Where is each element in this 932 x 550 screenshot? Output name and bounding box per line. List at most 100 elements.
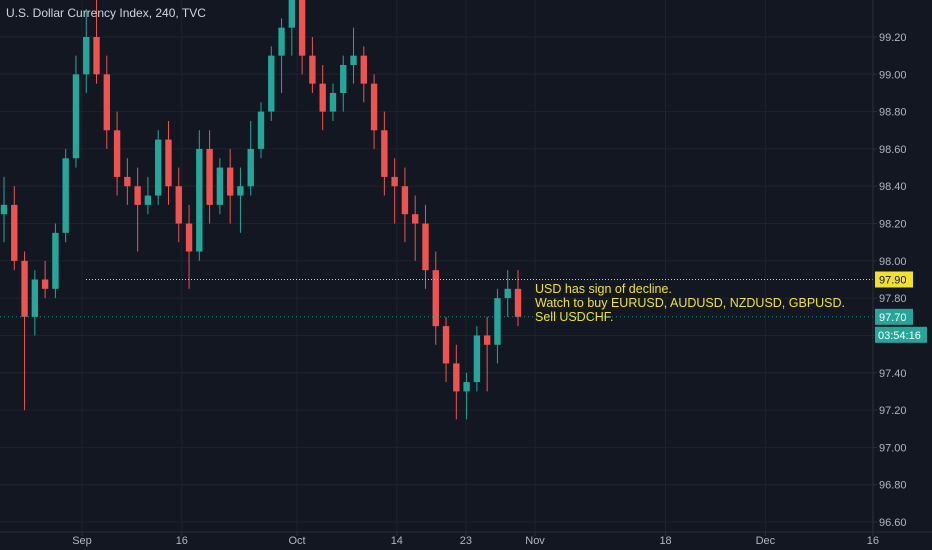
candle-body <box>350 55 357 65</box>
candle-body <box>83 37 90 75</box>
candle-body <box>93 37 100 75</box>
candle-25 <box>257 102 265 159</box>
last-price-badge-label: 97.70 <box>879 312 907 324</box>
candle-body <box>340 64 347 93</box>
candle-50 <box>514 270 522 327</box>
x-tick-label-3: 14 <box>391 535 403 547</box>
candle-body <box>329 92 337 112</box>
x-tick-label-6: 18 <box>659 535 671 547</box>
candle-49 <box>504 270 511 317</box>
price-axis[interactable]: 99.20 99.00 98.80 98.60 98.40 98.20 98.00 97.80… <box>872 0 907 532</box>
candle-47 <box>483 316 491 392</box>
candle-3 <box>31 270 39 336</box>
candle-body <box>134 186 141 205</box>
level-lines <box>0 279 873 318</box>
candle-45 <box>463 372 470 420</box>
candle-body <box>206 148 213 205</box>
chart-annotation[interactable]: USD has sign of decline. Watch to buy EU… <box>535 282 845 324</box>
candle-7 <box>72 55 80 168</box>
price-badges: 97.90 97.70 03:54:16 <box>875 271 927 343</box>
candle-body <box>494 298 501 345</box>
candle-17 <box>175 167 182 243</box>
candle-body <box>257 111 265 149</box>
candle-14 <box>144 176 152 215</box>
last-price-badge-bg <box>875 308 913 325</box>
candle-34 <box>350 27 357 84</box>
candle-22 <box>226 148 234 224</box>
candle-body <box>360 55 367 84</box>
candle-body <box>41 279 49 289</box>
candle-body <box>237 186 244 196</box>
candle-body <box>504 288 511 299</box>
candle-18 <box>185 204 193 289</box>
candle-41 <box>422 204 429 289</box>
candle-body <box>52 232 59 289</box>
candle-42 <box>432 251 439 345</box>
candle-body <box>196 148 203 252</box>
candle-21 <box>216 158 224 215</box>
annotation-line-2: Watch to buy EURUSD, AUDUSD, NZDUSD, GBP… <box>535 296 846 310</box>
candle-body <box>31 279 39 317</box>
candle-10 <box>103 55 110 149</box>
candle-0 <box>0 176 8 243</box>
countdown-badge: 03:54:16 <box>875 326 927 343</box>
candle-body <box>298 0 306 56</box>
x-tick-label-2: Oct <box>288 535 305 547</box>
candle-body <box>216 167 224 205</box>
candle-body <box>11 204 18 261</box>
annotation-line-3: Sell USDCHF. <box>535 310 614 324</box>
candle-body <box>278 27 285 56</box>
candles <box>0 0 522 420</box>
symbol-title[interactable]: U.S. Dollar Currency Index, 240, TVC <box>6 6 206 20</box>
candle-body <box>247 148 254 187</box>
candle-9 <box>93 0 100 84</box>
candle-body <box>442 326 450 364</box>
candle-27 <box>278 18 285 93</box>
candle-body <box>422 223 429 271</box>
y-tick-label-0: 99.20 <box>879 32 907 44</box>
level-badge-bg <box>875 271 913 288</box>
candle-20 <box>206 130 213 224</box>
candle-4 <box>41 260 49 299</box>
y-tick-label-1: 99.00 <box>879 69 907 81</box>
level-badge-label: 97.90 <box>879 275 907 287</box>
candle-body <box>144 195 152 205</box>
level-price-badge: 97.90 <box>875 271 913 288</box>
candle-body <box>0 204 8 215</box>
x-tick-label-8: 16 <box>867 535 879 547</box>
x-tick-label-4: 23 <box>460 535 472 547</box>
y-tick-label-13: 96.60 <box>879 517 907 529</box>
candle-40 <box>412 195 419 261</box>
y-tick-label-12: 96.80 <box>879 480 907 492</box>
x-tick-label-0: Sep <box>72 535 92 547</box>
candle-5 <box>52 223 59 299</box>
candle-8 <box>83 9 90 93</box>
candle-body <box>155 139 162 196</box>
candle-26 <box>268 46 275 121</box>
candle-37 <box>381 111 388 196</box>
candle-2 <box>21 251 28 411</box>
y-tick-label-9: 97.40 <box>879 368 907 380</box>
candle-body <box>72 74 80 159</box>
candle-body <box>514 288 522 317</box>
candle-body <box>412 214 419 224</box>
y-tick-label-5: 98.20 <box>879 219 907 231</box>
candle-24 <box>247 120 254 196</box>
candle-29 <box>298 0 306 75</box>
candle-38 <box>391 158 398 224</box>
candle-body <box>62 158 69 233</box>
candle-32 <box>329 83 337 121</box>
candle-19 <box>196 130 203 261</box>
candle-1 <box>11 186 18 271</box>
candle-36 <box>370 74 378 149</box>
candle-33 <box>340 55 347 112</box>
candle-35 <box>360 46 367 103</box>
y-tick-label-10: 97.20 <box>879 405 907 417</box>
y-tick-label-2: 98.80 <box>879 107 907 119</box>
candle-body <box>401 186 409 215</box>
candle-body <box>175 186 182 224</box>
candle-body <box>391 176 398 187</box>
countdown-badge-bg <box>875 326 927 343</box>
time-axis[interactable]: Sep 16 Oct 14 23 Nov 18 Dec 16 <box>0 531 932 547</box>
